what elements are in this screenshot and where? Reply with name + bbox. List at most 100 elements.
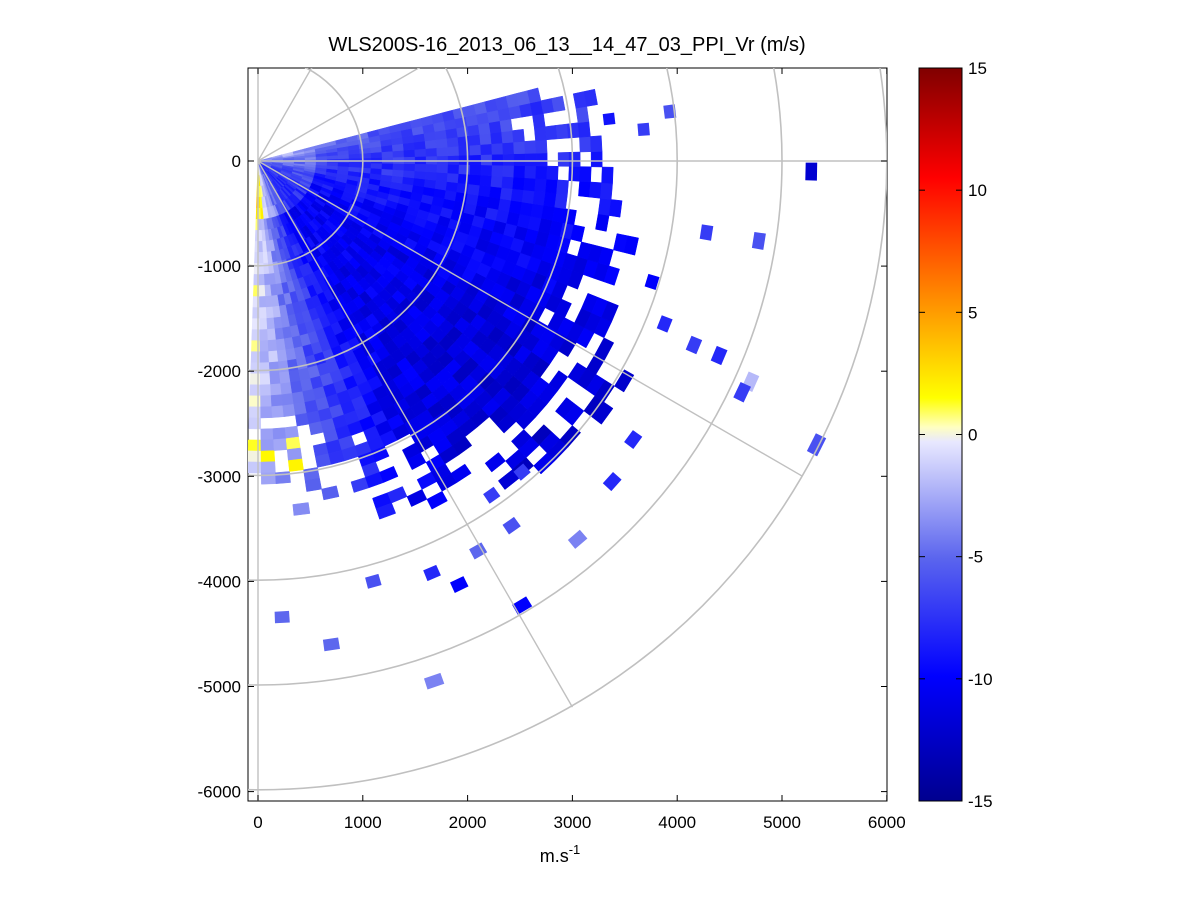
velocity-cell (259, 351, 270, 364)
velocity-cell (480, 164, 493, 176)
velocity-cell (554, 298, 572, 319)
y-tick-label: -2000 (198, 362, 241, 381)
velocity-cell (579, 136, 592, 153)
velocity-cell (447, 155, 460, 165)
y-tick-label: -3000 (198, 467, 241, 486)
y-tick-label: 0 (232, 152, 241, 171)
velocity-cell (304, 477, 322, 492)
velocity-cell (457, 173, 471, 185)
velocity-cell (270, 394, 284, 407)
velocity-cell (381, 156, 394, 164)
velocity-cell (381, 162, 394, 170)
colorbar-axis: 15 10 5 0 -5 -10 -15 (919, 59, 993, 811)
grid-spoke (257, 160, 574, 708)
velocity-cell (435, 172, 449, 182)
velocity-cell (502, 153, 515, 166)
velocity-cell (490, 131, 503, 145)
velocity-cell (478, 184, 492, 198)
velocity-cell (249, 384, 261, 397)
colorbar (918, 67, 963, 802)
velocity-cell (259, 307, 268, 319)
velocity-cell (295, 412, 310, 427)
velocity-cell (534, 126, 547, 141)
sparse-velocity-cell (733, 382, 751, 403)
x-tick-label: 1000 (344, 813, 382, 832)
velocity-cell (270, 383, 282, 396)
velocity-cell (260, 395, 272, 408)
velocity-cell (570, 224, 585, 243)
velocity-cell (592, 401, 614, 425)
velocity-cell (601, 166, 614, 184)
x-tick-label: 3000 (553, 813, 591, 832)
sparse-velocity-cell (602, 112, 616, 126)
sparse-velocity-cell (424, 672, 445, 690)
x-tick-label: 4000 (658, 813, 696, 832)
velocity-cell (392, 163, 405, 171)
velocity-cell (446, 136, 459, 148)
velocity-cell (371, 445, 390, 463)
velocity-cell (304, 161, 317, 165)
velocity-cell (556, 179, 569, 195)
velocity-cell (272, 427, 287, 440)
velocity-cell (501, 176, 514, 190)
sparse-velocity-cell (423, 564, 441, 582)
velocity-cell (281, 393, 295, 406)
velocity-cell (546, 165, 559, 181)
velocity-cell (491, 153, 504, 166)
grid-spoke (257, 160, 803, 477)
velocity-cell (499, 118, 513, 133)
sparse-velocity-cell (751, 232, 766, 250)
velocity-cell (452, 436, 473, 456)
velocity-cell (436, 146, 449, 157)
colorbar-tick-label: 5 (968, 303, 977, 322)
velocity-cell (523, 177, 536, 192)
velocity-cell (259, 285, 266, 297)
velocity-cell (502, 165, 515, 178)
velocity-cell (601, 301, 619, 323)
velocity-cell (381, 150, 394, 158)
sparse-velocity-cell (685, 335, 703, 355)
velocity-cell (258, 274, 266, 286)
velocity-cell (269, 372, 281, 385)
x-axis-label: m.s-1 (540, 842, 581, 866)
velocity-cell (370, 167, 383, 175)
velocity-cell (285, 436, 301, 450)
sparse-velocity-cell (710, 345, 728, 366)
velocity-cell (603, 265, 620, 286)
velocity-cell (477, 122, 491, 135)
velocity-cell (524, 165, 537, 179)
velocity-cell (424, 171, 438, 181)
sparse-velocity-cell (663, 104, 677, 119)
velocity-cell (248, 406, 261, 419)
velocity-cell (250, 351, 261, 364)
sparse-velocity-cell (502, 516, 521, 535)
velocity-cell (534, 178, 547, 193)
sparse-velocity-cell (274, 610, 290, 624)
velocity-cell (266, 317, 276, 330)
velocity-cell (286, 447, 303, 461)
velocity-cell (469, 164, 482, 176)
velocity-cell (249, 395, 261, 408)
velocity-cell (468, 134, 481, 146)
chart-title: WLS200S-16_2013_06_13__14_47_03_PPI_Vr (… (328, 34, 805, 56)
velocity-cell (578, 181, 591, 198)
velocity-cell (532, 190, 546, 206)
colorbar-tick-label: -15 (968, 792, 993, 811)
sparse-velocity-cell (637, 122, 650, 136)
velocity-cell (414, 156, 427, 165)
sparse-velocity-cell (513, 463, 531, 481)
velocity-cell (608, 199, 623, 218)
velocity-cell (559, 425, 582, 448)
velocity-cell (403, 169, 416, 179)
velocity-cell (557, 152, 570, 167)
colorbar-tick-label: 15 (968, 59, 987, 78)
velocity-cell (426, 490, 448, 510)
velocity-cell (288, 458, 304, 472)
velocity-cell (566, 122, 580, 139)
velocity-cell (479, 132, 492, 145)
velocity-cell (577, 121, 591, 138)
velocity-cell (500, 187, 513, 201)
velocity-cell (450, 463, 472, 483)
velocity-cell (259, 362, 271, 375)
velocity-cell (370, 162, 383, 170)
